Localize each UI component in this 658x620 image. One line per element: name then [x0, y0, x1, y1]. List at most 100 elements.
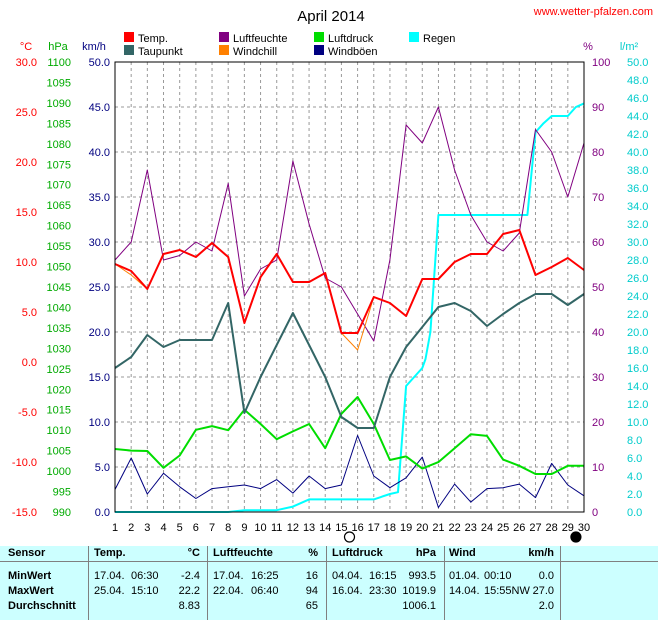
- x-tick-label: 9: [241, 522, 247, 534]
- table-divider: [326, 546, 327, 620]
- pressure-axis-tick: 1095: [47, 77, 71, 89]
- humidity-axis-tick: 10: [592, 462, 604, 474]
- legend-item-temp: Temp.: [124, 32, 168, 45]
- temp-line: [114, 229, 585, 334]
- new-moon-icon: [570, 531, 582, 543]
- table-header-divider: [0, 561, 658, 562]
- x-tick-label: 6: [193, 522, 199, 534]
- pressure-axis-tick: 1065: [47, 200, 71, 212]
- humidity-axis-tick: 80: [592, 147, 604, 159]
- x-tick-label: 21: [432, 522, 444, 534]
- legend-swatch-dewpoint: [124, 45, 134, 55]
- humidity-value: 94: [305, 585, 318, 597]
- rain-axis-tick: 38.0: [627, 165, 648, 177]
- wind-value: 0.0: [538, 570, 554, 582]
- weather-chart: April 2014 www.wetter-pfalzen.com Temp. …: [12, 6, 653, 543]
- legend-label-windchill: Windchill: [233, 46, 277, 58]
- header-pressure: Luftdruck: [332, 547, 383, 559]
- rain-axis-tick: 46.0: [627, 93, 648, 105]
- source-link[interactable]: www.wetter-pfalzen.com: [533, 6, 653, 18]
- pressure-axis-tick: 1020: [47, 384, 71, 396]
- pressure-axis-tick: 1010: [47, 425, 71, 437]
- legend-swatch-rain: [409, 32, 419, 42]
- header-sensor: Sensor: [8, 547, 46, 559]
- temp-axis-tick: 15.0: [16, 207, 37, 219]
- temp-axis-tick: 0.0: [22, 357, 37, 369]
- table-row: MaxWert 25.04. 15:10 22.2 22.04. 06:40 9…: [0, 584, 658, 599]
- wind-time: 15:55NW: [484, 585, 530, 597]
- legend-swatch-temp: [124, 32, 134, 42]
- temp-date: 17.04.: [94, 570, 125, 582]
- x-tick-label: 19: [400, 522, 412, 534]
- x-tick-label: 20: [416, 522, 428, 534]
- pressure-time: 16:15: [369, 570, 397, 582]
- temp-axis-tick: 10.0: [16, 257, 37, 269]
- pressure-axis-tick: 1025: [47, 364, 71, 376]
- full-moon-icon: [343, 531, 356, 543]
- legend-item-windchill: Windchill: [219, 45, 277, 58]
- x-tick-label: 13: [303, 522, 315, 534]
- x-tick-label: 1: [112, 522, 118, 534]
- table-divider: [207, 546, 208, 620]
- rain-axis-tick: 8.0: [627, 435, 642, 447]
- header-humidity: Luftfeuchte: [213, 547, 273, 559]
- x-tick-label: 18: [384, 522, 396, 534]
- wind-time: 00:10: [484, 570, 512, 582]
- wind-date: 01.04.: [449, 570, 480, 582]
- pressure-axis-tick: 1090: [47, 98, 71, 110]
- pressure-axis-tick: 1040: [47, 302, 71, 314]
- statistics-table: Sensor Temp. °C Luftfeuchte % Luftdruck …: [0, 546, 658, 620]
- wind-axis-tick: 25.0: [89, 282, 110, 294]
- temp-axis-tick: -5.0: [18, 407, 37, 419]
- temp-axis-tick: 30.0: [16, 57, 37, 69]
- wind-axis-tick: 50.0: [89, 57, 110, 69]
- x-tick-label: 29: [562, 522, 574, 534]
- x-tick-label: 5: [177, 522, 183, 534]
- temp-axis-tick: 5.0: [22, 307, 37, 319]
- pressure-axis-tick: 1000: [47, 466, 71, 478]
- pressure-axis-tick: 1060: [47, 221, 71, 233]
- x-tick-label: 26: [513, 522, 525, 534]
- table-row: Durchschnitt 8.83 65 1006.1 2.0: [0, 599, 658, 614]
- header-humidity-unit: %: [308, 547, 318, 559]
- table-divider: [444, 546, 445, 620]
- row-label: MaxWert: [8, 585, 54, 597]
- x-tick-label: 16: [351, 522, 363, 534]
- legend-label-temp: Temp.: [138, 33, 168, 45]
- rain-axis-tick: 32.0: [627, 219, 648, 231]
- rain-axis-tick: 14.0: [627, 381, 648, 393]
- legend-swatch-gusts: [314, 45, 324, 55]
- header-temp: Temp.: [94, 547, 126, 559]
- pressure-axis-tick: 1100: [47, 57, 71, 69]
- legend-label-humidity: Luftfeuchte: [233, 33, 287, 45]
- header-wind: Wind: [449, 547, 476, 559]
- row-label: Durchschnitt: [8, 600, 76, 612]
- rain-axis-tick: 4.0: [627, 471, 642, 483]
- humidity-axis-tick: 90: [592, 102, 604, 114]
- wind-axis-tick: 40.0: [89, 147, 110, 159]
- pressure-axis-tick: 1035: [47, 323, 71, 335]
- rain-axis-tick: 20.0: [627, 327, 648, 339]
- wind-value: 2.0: [538, 600, 554, 612]
- pressure-axis-tick: 1050: [47, 262, 71, 274]
- x-tick-label: 27: [529, 522, 541, 534]
- humidity-axis-tick: 100: [592, 57, 610, 69]
- wind-axis-tick: 45.0: [89, 102, 110, 114]
- legend-item-pressure: Luftdruck: [314, 32, 374, 45]
- chart-title: April 2014: [297, 8, 365, 25]
- x-tick-label: 17: [368, 522, 380, 534]
- pressure-axis-tick: 1045: [47, 282, 71, 294]
- legend: Temp. Luftfeuchte Luftdruck Regen Taupun…: [124, 32, 455, 58]
- x-tick-label: 7: [209, 522, 215, 534]
- rain-axis-tick: 0.0: [627, 507, 642, 519]
- pressure-date: 16.04.: [332, 585, 363, 597]
- header-pressure-unit: hPa: [415, 547, 436, 559]
- legend-item-rain: Regen: [409, 32, 455, 45]
- legend-item-gusts: Windböen: [314, 45, 378, 58]
- legend-label-pressure: Luftdruck: [328, 33, 374, 45]
- x-tick-label: 8: [225, 522, 231, 534]
- table-divider: [88, 546, 89, 620]
- wind-axis-tick: 5.0: [95, 462, 110, 474]
- pressure-time: 23:30: [369, 585, 397, 597]
- wind-axis-tick: 15.0: [89, 372, 110, 384]
